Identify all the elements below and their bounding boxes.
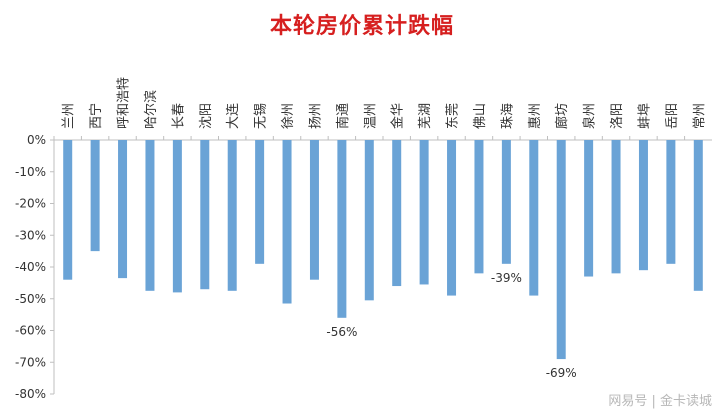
bar: [255, 140, 265, 264]
bar: [172, 140, 182, 293]
bar: [584, 140, 594, 277]
x-category-label: 西宁: [88, 103, 104, 129]
x-category-label: 佛山: [473, 103, 488, 129]
y-tick-label: -60%: [15, 324, 46, 338]
bar: [447, 140, 457, 296]
y-tick-label: 0%: [27, 133, 46, 147]
x-category-label: 呼和浩特: [117, 77, 132, 129]
x-category-label: 惠州: [528, 103, 543, 129]
y-tick-label: -70%: [15, 355, 46, 369]
y-tick-label: -50%: [15, 292, 46, 306]
x-category-label: 兰州: [62, 103, 77, 129]
bar: [63, 140, 73, 280]
bar: [693, 140, 703, 291]
y-tick-label: -40%: [15, 260, 46, 274]
bar: [666, 140, 676, 264]
x-category-label: 廊坊: [554, 103, 570, 129]
x-category-label: 无锡: [254, 103, 269, 129]
bar: [529, 140, 539, 296]
bar: [337, 140, 347, 318]
bar: [118, 140, 128, 279]
data-label: -39%: [491, 271, 522, 285]
chart-title: 本轮房价累计跌幅: [269, 14, 454, 39]
x-category-label: 长春: [171, 103, 186, 129]
bar: [90, 140, 100, 252]
x-category-label: 沈阳: [199, 103, 214, 129]
x-category-label: 温州: [363, 103, 378, 129]
x-category-label: 岳阳: [665, 103, 680, 129]
bar: [364, 140, 374, 301]
x-category-label: 东莞: [446, 103, 461, 129]
bar: [501, 140, 511, 264]
y-tick-label: -30%: [15, 228, 46, 242]
x-category-label: 常州: [692, 103, 707, 129]
bar: [227, 140, 237, 291]
x-category-label: 南通: [335, 103, 351, 129]
x-category-label: 大连: [225, 103, 241, 129]
x-category-label: 泉州: [582, 103, 598, 129]
data-label: -56%: [326, 325, 357, 339]
bar: [419, 140, 429, 285]
data-label: -69%: [546, 366, 577, 380]
x-category-label: 徐州: [281, 103, 296, 129]
bar: [145, 140, 155, 291]
bar: [309, 140, 319, 280]
x-category-label: 珠海: [500, 103, 515, 129]
bar: [638, 140, 648, 271]
bar: [474, 140, 484, 274]
x-category-label: 扬州: [308, 103, 323, 129]
bar: [392, 140, 402, 287]
bar: [556, 140, 566, 360]
bar: [200, 140, 210, 290]
x-category-label: 蚌埠: [637, 103, 652, 129]
x-category-label: 芜湖: [418, 103, 433, 129]
y-tick-label: -20%: [15, 197, 46, 211]
watermark: 网易号 | 金卡读城: [608, 394, 712, 409]
x-category-label: 洛阳: [610, 103, 625, 129]
bar: [611, 140, 621, 274]
x-category-label: 金华: [390, 103, 406, 129]
y-tick-label: -10%: [15, 165, 46, 179]
bar: [282, 140, 292, 304]
y-tick-label: -80%: [15, 387, 46, 401]
x-category-label: 哈尔滨: [143, 90, 159, 129]
